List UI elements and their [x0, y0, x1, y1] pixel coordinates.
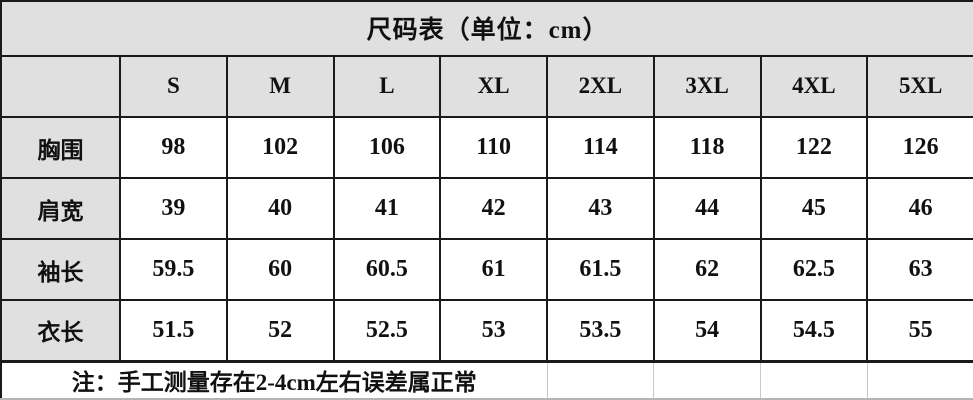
table-row-length: 衣长 51.5 52 52.5 53 53.5 54 54.5 55: [0, 299, 973, 363]
value-cell: 42: [439, 177, 548, 241]
row-label: 袖长: [0, 238, 121, 302]
value-cell: 59.5: [119, 238, 228, 302]
value-cell: 114: [546, 116, 655, 180]
empty-cell: [653, 360, 761, 400]
title-row: 尺码表（单位：cm）: [0, 0, 973, 57]
value-cell: 54.5: [759, 299, 869, 363]
value-cell: 46: [866, 177, 973, 241]
value-cell: 60.5: [332, 238, 442, 302]
value-cell: 102: [225, 116, 335, 180]
table-row-sleeve: 袖长 59.5 60 60.5 61 61.5 62 62.5 63: [0, 238, 973, 302]
value-cell: 54: [652, 299, 762, 363]
size-header-5xl: 5XL: [866, 54, 973, 119]
value-cell: 53.5: [546, 299, 655, 363]
value-cell: 39: [119, 177, 228, 241]
value-cell: 40: [225, 177, 335, 241]
value-cell: 52.5: [332, 299, 442, 363]
size-header-4xl: 4XL: [759, 54, 869, 119]
size-header-xl: XL: [439, 54, 548, 119]
size-header-3xl: 3XL: [652, 54, 762, 119]
value-cell: 122: [759, 116, 869, 180]
size-header-row: S M L XL 2XL 3XL 4XL 5XL: [0, 54, 973, 119]
empty-cell: [546, 360, 655, 400]
value-cell: 52: [225, 299, 335, 363]
value-cell: 62: [652, 238, 762, 302]
value-cell: 61: [439, 238, 548, 302]
value-cell: 44: [652, 177, 762, 241]
size-header-2xl: 2XL: [546, 54, 655, 119]
measurement-note: 注：手工测量存在2-4cm左右误差属正常: [0, 360, 548, 400]
value-cell: 61.5: [546, 238, 655, 302]
row-label: 胸围: [0, 116, 121, 180]
note-row: 注：手工测量存在2-4cm左右误差属正常: [0, 360, 973, 400]
value-cell: 43: [546, 177, 655, 241]
value-cell: 51.5: [119, 299, 228, 363]
value-cell: 62.5: [759, 238, 869, 302]
row-label: 肩宽: [0, 177, 121, 241]
row-label: 衣长: [0, 299, 121, 363]
table-row-chest: 胸围 98 102 106 110 114 118 122 126: [0, 116, 973, 180]
empty-cell: [866, 360, 973, 400]
value-cell: 41: [332, 177, 442, 241]
size-header-m: M: [225, 54, 335, 119]
table-title: 尺码表（单位：cm）: [0, 0, 973, 57]
corner-cell: [0, 54, 121, 119]
table-row-shoulder: 肩宽 39 40 41 42 43 44 45 46: [0, 177, 973, 241]
size-header-s: S: [119, 54, 228, 119]
value-cell: 53: [439, 299, 548, 363]
value-cell: 110: [439, 116, 548, 180]
value-cell: 98: [119, 116, 228, 180]
value-cell: 63: [866, 238, 973, 302]
value-cell: 106: [332, 116, 442, 180]
size-header-l: L: [332, 54, 442, 119]
value-cell: 118: [652, 116, 762, 180]
value-cell: 55: [866, 299, 973, 363]
value-cell: 45: [759, 177, 869, 241]
empty-cell: [760, 360, 868, 400]
value-cell: 60: [225, 238, 335, 302]
value-cell: 126: [866, 116, 973, 180]
